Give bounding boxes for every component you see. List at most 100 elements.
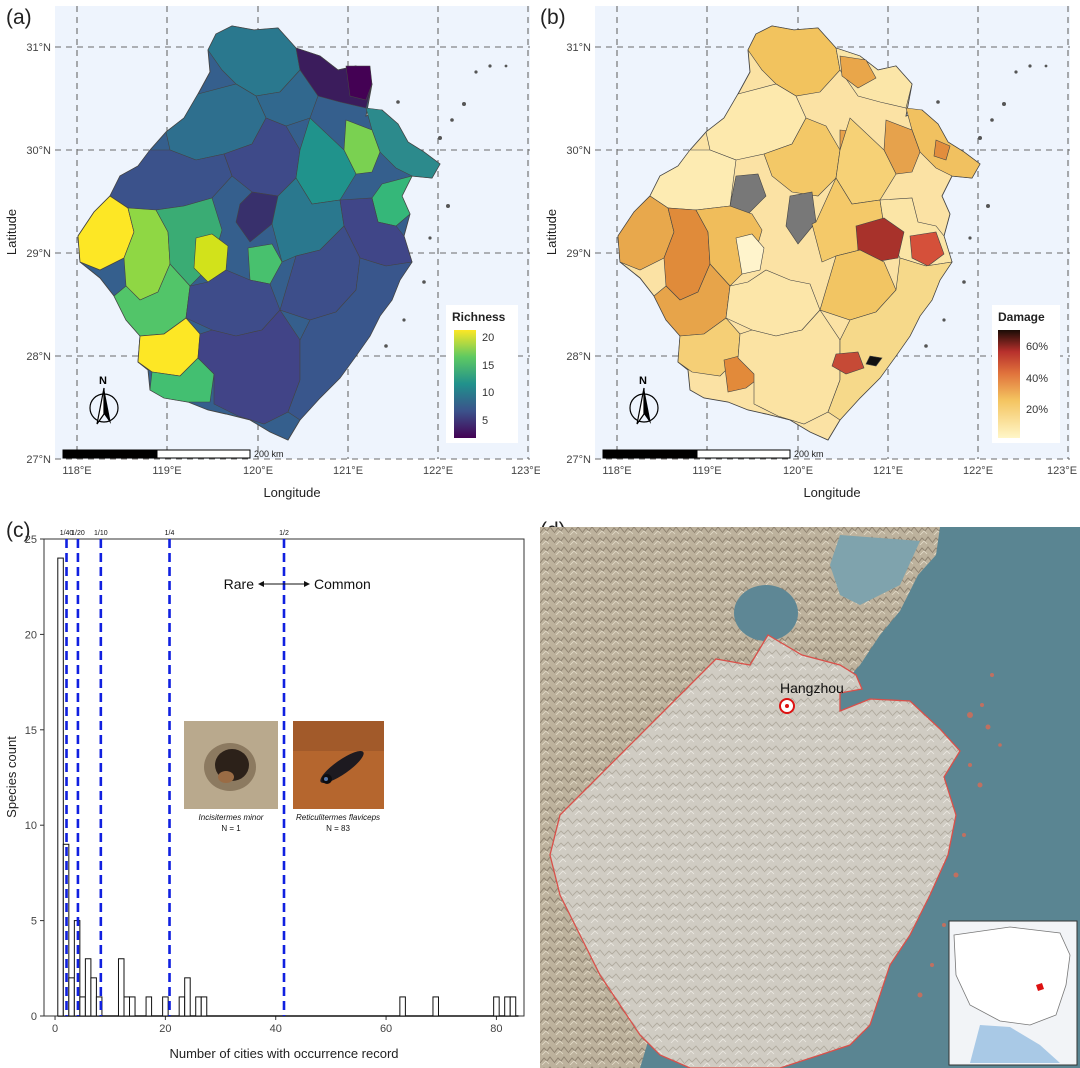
panel-letter-c: (c) xyxy=(6,519,31,542)
threshold-label: 1/40 xyxy=(60,530,74,537)
histogram-bar xyxy=(84,958,92,1017)
histogram-bars xyxy=(57,557,519,1017)
x-tick-label: 0 xyxy=(52,1023,58,1035)
histogram-bar xyxy=(79,996,86,1017)
x-tick-label: 120°E xyxy=(243,465,273,477)
y-tick-label: 15 xyxy=(25,725,37,737)
panel-letter-b: (b) xyxy=(540,6,566,29)
legend-title: Richness xyxy=(452,310,506,324)
threshold-lines: 1/401/20 1/10 1/4 1/2 xyxy=(60,530,289,1016)
y-tick-label: 10 xyxy=(25,820,37,832)
panel-letter-a: (a) xyxy=(6,6,32,29)
legend-tick: 10 xyxy=(482,387,494,399)
province-damage-choropleth xyxy=(617,25,981,441)
legend-tick: 20% xyxy=(1026,404,1048,416)
y-axis-ticks: 0 5 10 15 20 25 xyxy=(25,534,44,1023)
species-name: Reticulitermes flaviceps xyxy=(296,813,380,822)
scale-bar-label: 200 km xyxy=(794,449,824,459)
north-label: N xyxy=(639,375,647,387)
y-tick-label: 25 xyxy=(25,534,37,546)
histogram-bar xyxy=(200,996,208,1017)
x-tick-label: 119°E xyxy=(152,465,181,477)
offshore-islands xyxy=(384,64,508,348)
x-tick-label: 119°E xyxy=(692,465,721,477)
y-tick-label: 27°N xyxy=(26,454,51,466)
north-arrow-icon: N xyxy=(89,375,119,425)
y-axis-title: Latitude xyxy=(4,209,19,255)
histogram-bar xyxy=(432,996,439,1017)
histogram-bar xyxy=(195,996,202,1017)
rare-label: Rare xyxy=(224,576,255,592)
y-tick-label: 5 xyxy=(31,916,37,928)
histogram-bar xyxy=(184,977,191,1017)
relief-map-panel: (d) Hangzhou xyxy=(540,519,1080,1068)
histogram-bar xyxy=(117,958,125,1017)
y-axis-title: Species count xyxy=(4,736,19,818)
scale-bar-label: 200 km xyxy=(254,449,284,459)
x-tick-label: 40 xyxy=(270,1023,282,1035)
histogram-bar xyxy=(399,996,406,1017)
histogram-bar xyxy=(57,557,64,1017)
threshold-label: 1/20 xyxy=(71,530,85,537)
x-axis-title: Longitude xyxy=(263,485,320,500)
x-tick-label: 20 xyxy=(159,1023,171,1035)
legend-colorbar xyxy=(454,330,476,438)
x-tick-label: 121°E xyxy=(333,465,363,477)
north-label: N xyxy=(99,375,107,387)
histogram-bar xyxy=(123,996,131,1017)
legend-tick: 15 xyxy=(482,360,494,372)
x-tick-label: 118°E xyxy=(602,465,631,477)
river-estuary xyxy=(830,535,920,605)
x-tick-label: 123°E xyxy=(511,465,540,477)
histogram-bar xyxy=(504,996,511,1017)
y-tick-label: 0 xyxy=(31,1011,37,1023)
province-zhejiang xyxy=(549,634,961,1068)
double-arrow-icon xyxy=(258,581,310,587)
y-tick-label: 28°N xyxy=(566,351,591,363)
richness-map-panel: (a) xyxy=(4,6,540,500)
scale-bar: 200 km xyxy=(62,449,284,459)
species-count: N = 1 xyxy=(221,824,241,833)
x-tick-label: 120°E xyxy=(783,465,813,477)
lake xyxy=(734,585,798,641)
y-tick-label: 20 xyxy=(25,629,37,641)
north-arrow-icon: N xyxy=(629,375,659,425)
y-tick-label: 27°N xyxy=(566,454,591,466)
legend-tick: 5 xyxy=(482,415,488,427)
x-axis-title: Number of cities with occurrence record xyxy=(169,1046,398,1061)
city-label: Hangzhou xyxy=(780,680,844,696)
offshore-islands xyxy=(924,64,1048,348)
threshold-label: 1/2 xyxy=(279,530,289,537)
legend-tick: 20 xyxy=(482,332,494,344)
scale-bar: 200 km xyxy=(602,449,824,459)
y-tick-label: 28°N xyxy=(26,351,51,363)
y-axis-title: Latitude xyxy=(544,209,559,255)
histogram-bar xyxy=(509,996,517,1017)
province-richness-choropleth xyxy=(77,25,441,441)
threshold-label: 1/4 xyxy=(165,530,175,537)
x-tick-label: 123°E xyxy=(1047,465,1077,477)
x-tick-label: 118°E xyxy=(62,465,91,477)
x-axis-title: Longitude xyxy=(803,485,860,500)
coastal-islands xyxy=(917,673,1002,998)
legend-colorbar xyxy=(998,330,1020,438)
histogram-bar xyxy=(145,996,153,1017)
y-tick-label: 31°N xyxy=(566,42,591,54)
common-label: Common xyxy=(314,576,371,592)
richness-legend: Richness 20 15 10 5 xyxy=(446,305,518,443)
china-inset-map xyxy=(948,920,1078,1066)
histogram-bar xyxy=(493,996,500,1017)
x-tick-label: 80 xyxy=(490,1023,502,1035)
histogram-bar xyxy=(62,843,70,1017)
threshold-label: 1/10 xyxy=(94,530,108,537)
x-tick-label: 60 xyxy=(380,1023,392,1035)
damage-map-panel: (b) xyxy=(540,6,1077,500)
species-photo-reticulitermes xyxy=(293,721,384,809)
damage-legend: Damage 60% 40% 20% xyxy=(992,305,1060,443)
species-name: Incisitermes minor xyxy=(199,813,264,822)
x-tick-label: 122°E xyxy=(963,465,993,477)
histogram-bar xyxy=(90,977,97,1017)
legend-title: Damage xyxy=(998,310,1045,324)
legend-tick: 60% xyxy=(1026,341,1048,353)
y-tick-label: 29°N xyxy=(566,248,591,260)
